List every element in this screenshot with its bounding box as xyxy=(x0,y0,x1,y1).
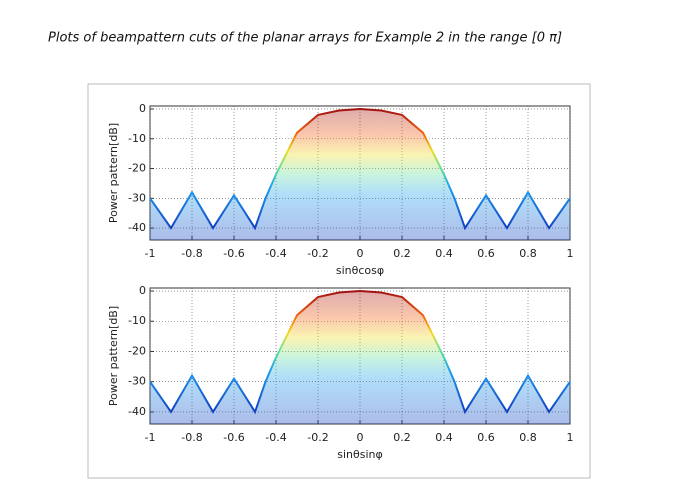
y-axis-label: Power pattern[dB] xyxy=(107,123,120,223)
x-tick-label: 0.2 xyxy=(393,247,411,260)
x-tick-label: 0.6 xyxy=(477,247,495,260)
x-tick-label: 0.6 xyxy=(477,431,495,444)
x-tick-label: -0.4 xyxy=(265,431,286,444)
x-tick-label: -0.2 xyxy=(307,247,328,260)
pattern-area xyxy=(150,291,570,424)
x-tick-label: 0.2 xyxy=(393,431,411,444)
heading: Plots of beampattern cuts of the planar … xyxy=(48,31,562,46)
y-tick-label: -20 xyxy=(128,162,146,175)
x-tick-label: -0.6 xyxy=(223,247,244,260)
pattern-line xyxy=(149,290,571,415)
x-tick-label: 0.4 xyxy=(435,247,453,260)
y-tick-label: -40 xyxy=(128,221,146,234)
x-tick-label: -0.8 xyxy=(181,247,202,260)
x-tick-label: 1 xyxy=(567,431,574,444)
x-tick-label: 0.8 xyxy=(519,431,537,444)
y-tick-label: -30 xyxy=(128,191,146,204)
pattern-area xyxy=(150,108,570,240)
y-tick-label: -40 xyxy=(128,405,146,418)
x-tick-label: 1 xyxy=(567,247,574,260)
x-tick-label: 0.8 xyxy=(519,247,537,260)
y-axis-label: Power pattern[dB] xyxy=(107,306,120,406)
x-tick-label: 0 xyxy=(357,247,364,260)
x-tick-label: -1 xyxy=(145,431,156,444)
x-tick-label: -0.8 xyxy=(181,431,202,444)
y-tick-label: 0 xyxy=(139,284,146,297)
x-tick-label: 0 xyxy=(357,431,364,444)
x-tick-label: -0.2 xyxy=(307,431,328,444)
x-axis-label: sinθsinφ xyxy=(337,448,383,461)
pattern-line xyxy=(149,107,571,231)
y-tick-label: -10 xyxy=(128,132,146,145)
x-tick-label: -1 xyxy=(145,247,156,260)
x-tick-label: 0.4 xyxy=(435,431,453,444)
y-tick-label: -20 xyxy=(128,344,146,357)
y-tick-label: -30 xyxy=(128,375,146,388)
x-tick-label: -0.6 xyxy=(223,431,244,444)
y-tick-label: -10 xyxy=(128,314,146,327)
x-tick-label: -0.4 xyxy=(265,247,286,260)
x-axis-label: sinθcosφ xyxy=(336,264,384,277)
y-tick-label: 0 xyxy=(139,102,146,115)
